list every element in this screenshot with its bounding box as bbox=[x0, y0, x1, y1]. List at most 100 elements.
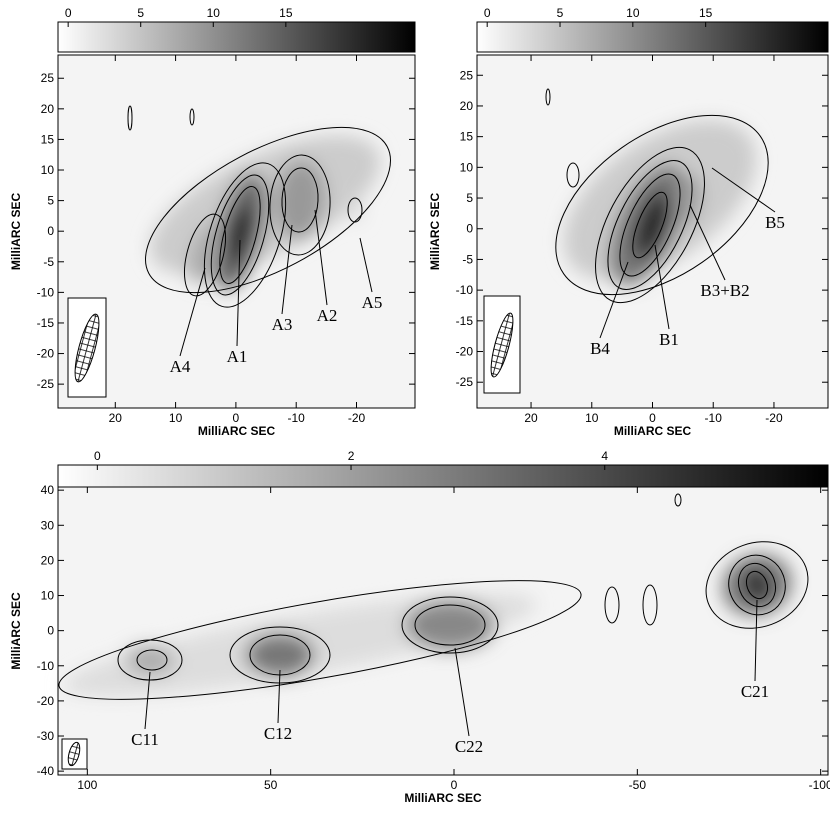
contour bbox=[555, 114, 769, 296]
contour bbox=[145, 126, 391, 294]
annotation-leader bbox=[281, 224, 293, 315]
annotation-leader bbox=[179, 267, 206, 357]
colorbar bbox=[57, 21, 416, 53]
annotation: A2 bbox=[317, 306, 338, 325]
y-tick-label: 0 bbox=[47, 224, 54, 238]
colorbar-tick-label: 5 bbox=[557, 6, 564, 20]
x-axis-label: MilliARC SEC bbox=[614, 424, 692, 438]
emission bbox=[563, 120, 757, 286]
colorbar-tick-label: 10 bbox=[207, 6, 221, 20]
contour bbox=[219, 186, 261, 284]
annotation: A1 bbox=[227, 347, 248, 366]
emission-blob bbox=[405, 600, 495, 650]
beam bbox=[74, 313, 100, 383]
x-axis-label: MilliARC SEC bbox=[198, 424, 276, 438]
contour bbox=[705, 541, 809, 629]
y-axis-label: MilliARC SEC bbox=[9, 193, 23, 271]
contour bbox=[281, 167, 319, 233]
colorbar-tick-label: 5 bbox=[137, 6, 144, 20]
annotation-leader bbox=[277, 669, 281, 724]
x-tick-label: 50 bbox=[264, 778, 278, 792]
annotation-leader bbox=[454, 647, 470, 737]
x-tick-label: 0 bbox=[233, 411, 240, 425]
y-tick-label: 5 bbox=[466, 191, 473, 205]
contour bbox=[269, 154, 331, 256]
y-tick-label: 10 bbox=[41, 163, 55, 177]
y-tick-label: 0 bbox=[466, 222, 473, 236]
annotation-leader bbox=[711, 167, 776, 213]
contour bbox=[737, 562, 777, 608]
contour bbox=[203, 162, 287, 308]
y-tick-label: 40 bbox=[41, 483, 55, 497]
y-tick-label: 0 bbox=[47, 624, 54, 638]
y-tick-label: -30 bbox=[37, 729, 55, 743]
y-tick-label: -25 bbox=[456, 375, 474, 389]
y-tick-label: 10 bbox=[41, 589, 55, 603]
y-tick-label: 30 bbox=[41, 518, 55, 532]
annotation: B5 bbox=[765, 213, 785, 232]
annotation: B4 bbox=[590, 339, 610, 358]
x-tick-label: -100 bbox=[809, 778, 830, 792]
contour bbox=[58, 580, 582, 700]
colorbar-tick-label: 15 bbox=[699, 6, 713, 20]
x-axis-label: MilliARC SEC bbox=[404, 791, 482, 805]
emission-blob bbox=[227, 205, 253, 265]
y-tick-label: -15 bbox=[456, 314, 474, 328]
x-tick-label: 0 bbox=[649, 411, 656, 425]
y-tick-label: 25 bbox=[460, 68, 474, 82]
y-tick-label: 15 bbox=[41, 132, 55, 146]
y-tick-label: -10 bbox=[37, 285, 55, 299]
x-tick-label: 10 bbox=[585, 411, 599, 425]
contour bbox=[189, 108, 195, 126]
x-tick-label: 100 bbox=[77, 778, 97, 792]
colorbar-tick-label: 15 bbox=[279, 6, 293, 20]
y-axis-label: MilliARC SEC bbox=[9, 592, 23, 670]
annotation-leader bbox=[314, 209, 328, 306]
x-tick-label: 10 bbox=[169, 411, 183, 425]
y-tick-label: -20 bbox=[37, 347, 55, 361]
y-tick-label: 25 bbox=[41, 71, 55, 85]
emission-blob bbox=[347, 198, 363, 222]
y-tick-label: 20 bbox=[460, 99, 474, 113]
y-tick-label: -5 bbox=[43, 255, 54, 269]
y-tick-label: 20 bbox=[41, 102, 55, 116]
contour bbox=[401, 596, 499, 654]
beam bbox=[490, 312, 514, 378]
contour bbox=[728, 554, 786, 616]
y-axis-label: MilliARC SEC bbox=[428, 193, 442, 271]
emission-blob bbox=[274, 160, 326, 240]
annotation: A4 bbox=[170, 357, 191, 376]
y-tick-label: -20 bbox=[456, 345, 474, 359]
colorbar bbox=[57, 464, 829, 488]
annotation-leader bbox=[359, 237, 373, 293]
x-tick-label: 0 bbox=[451, 778, 458, 792]
x-tick-label: -10 bbox=[288, 411, 306, 425]
panel: 0 5 10 15 20 10 0 -10 -20 25 20 15 10 5 0 -5 -10 -15 -20 -2… bbox=[428, 6, 829, 438]
panel: 0 5 10 15 20 10 0 -10 -20 25 20 15 10 5 0 -5 -10 -15 -20 -2… bbox=[9, 6, 416, 438]
beam bbox=[67, 741, 81, 767]
contour bbox=[183, 213, 227, 297]
colorbar-tick-label: 0 bbox=[94, 449, 101, 463]
y-tick-label: 10 bbox=[460, 160, 474, 174]
contour bbox=[642, 584, 658, 626]
emission-blob bbox=[744, 569, 770, 601]
contour bbox=[136, 649, 168, 671]
colorbar-tick-label: 0 bbox=[484, 6, 491, 20]
contour bbox=[745, 570, 769, 600]
annotation-leader bbox=[754, 599, 758, 682]
annotation: A5 bbox=[362, 293, 383, 312]
contour bbox=[210, 174, 270, 296]
annotation: C12 bbox=[264, 724, 292, 743]
contour bbox=[414, 604, 486, 646]
annotation: B1 bbox=[659, 330, 679, 349]
contour bbox=[595, 146, 705, 304]
annotation: B3+B2 bbox=[700, 281, 749, 300]
y-tick-label: -25 bbox=[37, 377, 55, 391]
x-tick-label: -20 bbox=[765, 411, 783, 425]
y-tick-label: -15 bbox=[37, 316, 55, 330]
annotation: C11 bbox=[131, 730, 159, 749]
y-tick-label: -40 bbox=[37, 764, 55, 778]
annotation-leader bbox=[654, 244, 670, 330]
